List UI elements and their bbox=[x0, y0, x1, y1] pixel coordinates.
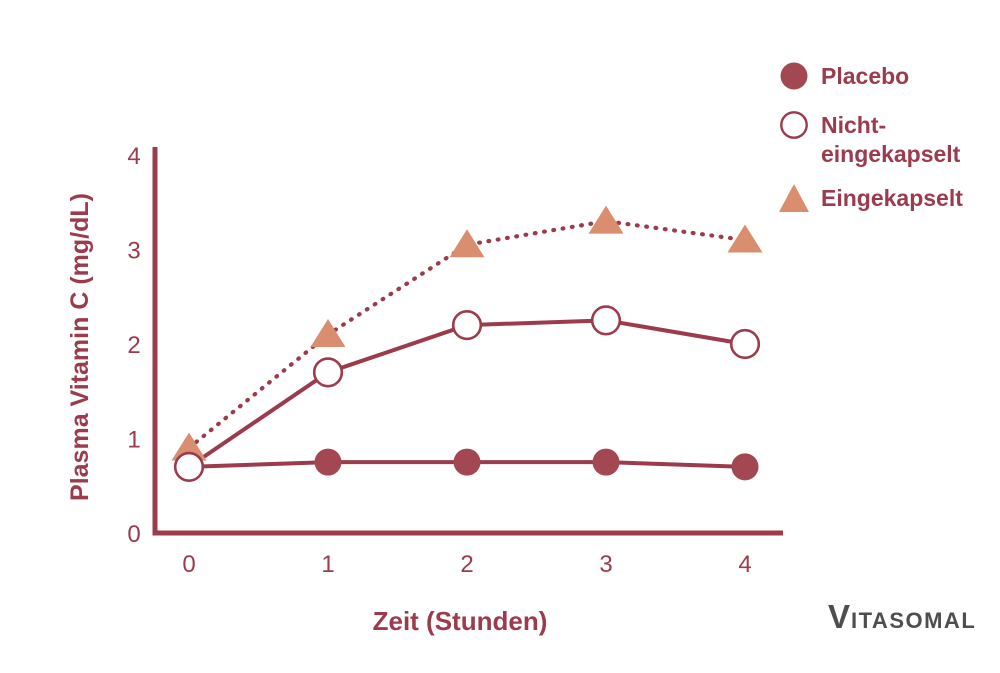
x-axis-label: Zeit (Stunden) bbox=[372, 606, 548, 636]
y-tick-label: 0 bbox=[127, 521, 140, 548]
series-marker-nicht-eingekapselt bbox=[312, 357, 344, 388]
x-tick-label: 1 bbox=[321, 551, 334, 578]
series-marker-nicht-eingekapselt bbox=[590, 305, 622, 336]
y-tick-label: 4 bbox=[127, 143, 140, 170]
series-marker-nicht-eingekapselt bbox=[451, 310, 483, 341]
brand-logo: VITASOMAL bbox=[828, 598, 988, 636]
x-tick-label: 0 bbox=[182, 551, 195, 578]
filled-circle-glyph bbox=[780, 62, 808, 90]
series-marker-placebo bbox=[453, 448, 481, 476]
brand-logo-rest: ITASOMAL bbox=[851, 608, 977, 633]
legend-item-placebo: Placebo bbox=[778, 61, 993, 91]
x-tick-label: 3 bbox=[599, 551, 612, 578]
series-marker-nicht-eingekapselt bbox=[729, 328, 761, 360]
series-marker-eingekapselt bbox=[727, 224, 763, 253]
series-marker-nicht-eingekapselt bbox=[173, 451, 205, 482]
triangle-icon bbox=[778, 183, 810, 213]
y-tick-label: 3 bbox=[127, 238, 140, 265]
series-marker-eingekapselt bbox=[588, 205, 624, 234]
series-marker-eingekapselt bbox=[449, 229, 485, 258]
series-line-nicht-eingekapselt bbox=[187, 318, 746, 469]
y-tick-label: 1 bbox=[127, 427, 140, 454]
y-axis-label: Plasma Vitamin C (mg/dL) bbox=[66, 193, 94, 501]
y-tick-label: 2 bbox=[127, 332, 140, 359]
legend-label: Placebo bbox=[821, 63, 910, 89]
open-circle-icon bbox=[778, 110, 810, 140]
legend-label: Nicht-eingekapselt bbox=[821, 112, 961, 167]
brand-logo-initial: V bbox=[828, 598, 852, 635]
series-marker-eingekapselt bbox=[171, 432, 207, 461]
series-marker-placebo bbox=[314, 448, 342, 476]
series-marker-eingekapselt bbox=[310, 319, 346, 348]
legend-item-eingekapselt: Eingekapselt bbox=[778, 183, 993, 213]
series-marker-placebo bbox=[592, 448, 620, 476]
legend-label: Eingekapselt bbox=[821, 185, 963, 211]
legend-item-nicht-eingekapselt: Nicht-eingekapselt bbox=[778, 110, 993, 169]
triangle-glyph bbox=[779, 184, 809, 212]
series-marker-placebo bbox=[731, 453, 759, 481]
x-tick-label: 4 bbox=[738, 551, 751, 578]
x-tick-label: 2 bbox=[460, 551, 473, 578]
open-circle-glyph bbox=[780, 111, 808, 139]
filled-circle-icon bbox=[778, 61, 810, 91]
legend: Placebo Nicht-eingekapselt Eingekapselt bbox=[778, 61, 993, 213]
